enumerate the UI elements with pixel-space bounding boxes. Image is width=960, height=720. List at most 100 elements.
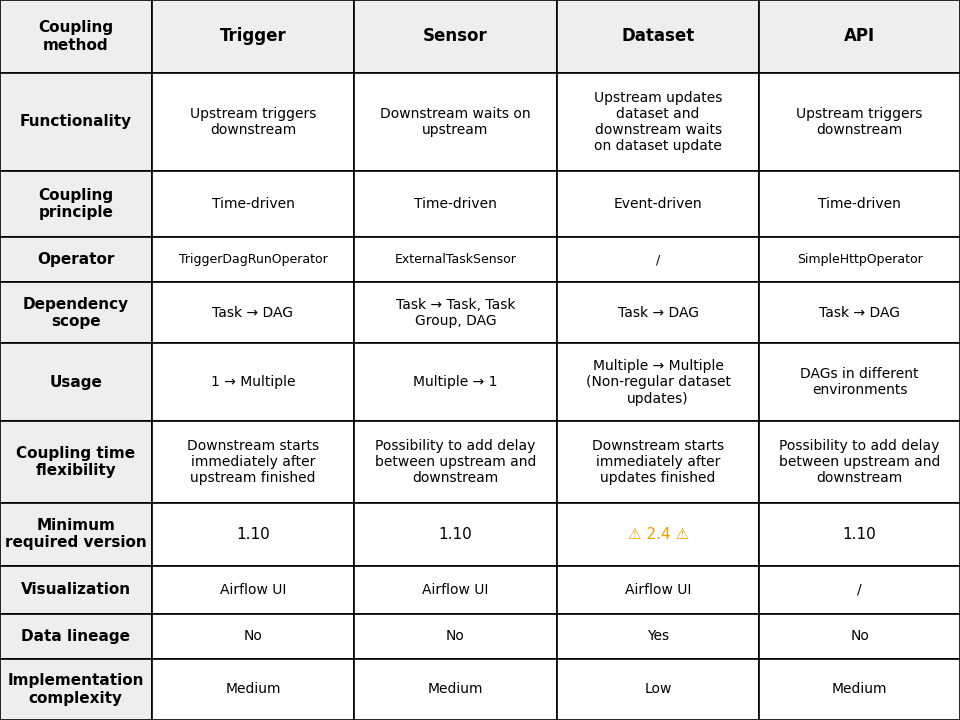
Bar bbox=[557, 566, 759, 614]
Text: No: No bbox=[244, 629, 262, 643]
Bar bbox=[354, 282, 557, 343]
Bar bbox=[0, 566, 152, 614]
Bar bbox=[0, 0, 152, 73]
Bar bbox=[759, 237, 960, 282]
Text: Upstream triggers
downstream: Upstream triggers downstream bbox=[190, 107, 316, 137]
Text: Dependency
scope: Dependency scope bbox=[23, 297, 129, 329]
Text: Low: Low bbox=[644, 683, 672, 696]
Text: Time-driven: Time-driven bbox=[818, 197, 901, 211]
Text: Medium: Medium bbox=[226, 683, 280, 696]
Text: Coupling
principle: Coupling principle bbox=[38, 188, 113, 220]
Bar bbox=[557, 614, 759, 659]
Text: Time-driven: Time-driven bbox=[211, 197, 295, 211]
Bar bbox=[152, 73, 354, 171]
Text: Task → DAG: Task → DAG bbox=[819, 306, 900, 320]
Text: 1.10: 1.10 bbox=[843, 527, 876, 541]
Text: Yes: Yes bbox=[647, 629, 669, 643]
Bar bbox=[152, 343, 354, 421]
Bar bbox=[0, 503, 152, 566]
Bar bbox=[759, 282, 960, 343]
Text: Task → Task, Task
Group, DAG: Task → Task, Task Group, DAG bbox=[396, 297, 516, 328]
Bar bbox=[759, 0, 960, 73]
Bar bbox=[759, 171, 960, 237]
Text: Usage: Usage bbox=[49, 375, 103, 390]
Text: Time-driven: Time-driven bbox=[414, 197, 497, 211]
Bar bbox=[557, 503, 759, 566]
Text: Medium: Medium bbox=[832, 683, 887, 696]
Text: 1.10: 1.10 bbox=[236, 527, 270, 541]
Bar bbox=[354, 659, 557, 720]
Bar bbox=[759, 421, 960, 503]
Bar bbox=[152, 282, 354, 343]
Bar bbox=[557, 282, 759, 343]
Text: Upstream updates
dataset and
downstream waits
on dataset update: Upstream updates dataset and downstream … bbox=[594, 91, 722, 153]
Text: Airflow UI: Airflow UI bbox=[220, 582, 286, 597]
Bar bbox=[354, 171, 557, 237]
Bar bbox=[152, 0, 354, 73]
Text: Implementation
complexity: Implementation complexity bbox=[8, 673, 144, 706]
Bar bbox=[354, 0, 557, 73]
Text: Downstream starts
immediately after
upstream finished: Downstream starts immediately after upst… bbox=[187, 438, 319, 485]
Text: SimpleHttpOperator: SimpleHttpOperator bbox=[797, 253, 923, 266]
Text: Upstream triggers
downstream: Upstream triggers downstream bbox=[797, 107, 923, 137]
Bar bbox=[354, 566, 557, 614]
Text: /: / bbox=[656, 253, 660, 266]
Text: Airflow UI: Airflow UI bbox=[422, 582, 489, 597]
Text: Possibility to add delay
between upstream and
downstream: Possibility to add delay between upstrea… bbox=[779, 438, 941, 485]
Bar bbox=[152, 421, 354, 503]
Text: ⚠ 2.4 ⚠: ⚠ 2.4 ⚠ bbox=[628, 527, 688, 541]
Text: Functionality: Functionality bbox=[20, 114, 132, 130]
Bar bbox=[0, 73, 152, 171]
Bar bbox=[759, 659, 960, 720]
Bar bbox=[0, 659, 152, 720]
Text: No: No bbox=[851, 629, 869, 643]
Bar bbox=[354, 73, 557, 171]
Text: No: No bbox=[446, 629, 465, 643]
Bar bbox=[557, 343, 759, 421]
Text: /: / bbox=[857, 582, 862, 597]
Text: Airflow UI: Airflow UI bbox=[625, 582, 691, 597]
Bar bbox=[152, 614, 354, 659]
Bar bbox=[354, 614, 557, 659]
Bar bbox=[354, 503, 557, 566]
Bar bbox=[152, 659, 354, 720]
Text: Trigger: Trigger bbox=[220, 27, 286, 45]
Text: TriggerDagRunOperator: TriggerDagRunOperator bbox=[179, 253, 327, 266]
Text: Coupling time
flexibility: Coupling time flexibility bbox=[16, 446, 135, 478]
Text: Sensor: Sensor bbox=[423, 27, 488, 45]
Text: 1 → Multiple: 1 → Multiple bbox=[210, 375, 296, 390]
Bar bbox=[152, 171, 354, 237]
Text: API: API bbox=[844, 27, 876, 45]
Bar bbox=[557, 0, 759, 73]
Text: Dataset: Dataset bbox=[621, 27, 695, 45]
Text: Task → DAG: Task → DAG bbox=[212, 306, 294, 320]
Text: Task → DAG: Task → DAG bbox=[617, 306, 699, 320]
Bar bbox=[0, 282, 152, 343]
Bar bbox=[557, 73, 759, 171]
Text: Possibility to add delay
between upstream and
downstream: Possibility to add delay between upstrea… bbox=[374, 438, 537, 485]
Bar bbox=[557, 171, 759, 237]
Text: Coupling
method: Coupling method bbox=[38, 20, 113, 53]
Bar bbox=[557, 421, 759, 503]
Bar bbox=[557, 237, 759, 282]
Text: Event-driven: Event-driven bbox=[613, 197, 703, 211]
Text: DAGs in different
environments: DAGs in different environments bbox=[801, 367, 919, 397]
Text: Medium: Medium bbox=[428, 683, 483, 696]
Text: ExternalTaskSensor: ExternalTaskSensor bbox=[395, 253, 516, 266]
Bar bbox=[759, 73, 960, 171]
Bar bbox=[0, 171, 152, 237]
Bar bbox=[152, 503, 354, 566]
Bar bbox=[759, 614, 960, 659]
Bar bbox=[0, 343, 152, 421]
Bar bbox=[0, 237, 152, 282]
Bar bbox=[759, 566, 960, 614]
Text: Data lineage: Data lineage bbox=[21, 629, 131, 644]
Bar bbox=[354, 343, 557, 421]
Bar bbox=[354, 421, 557, 503]
Bar bbox=[759, 343, 960, 421]
Text: Multiple → 1: Multiple → 1 bbox=[413, 375, 498, 390]
Text: 1.10: 1.10 bbox=[439, 527, 472, 541]
Bar bbox=[0, 421, 152, 503]
Bar bbox=[152, 237, 354, 282]
Bar bbox=[759, 503, 960, 566]
